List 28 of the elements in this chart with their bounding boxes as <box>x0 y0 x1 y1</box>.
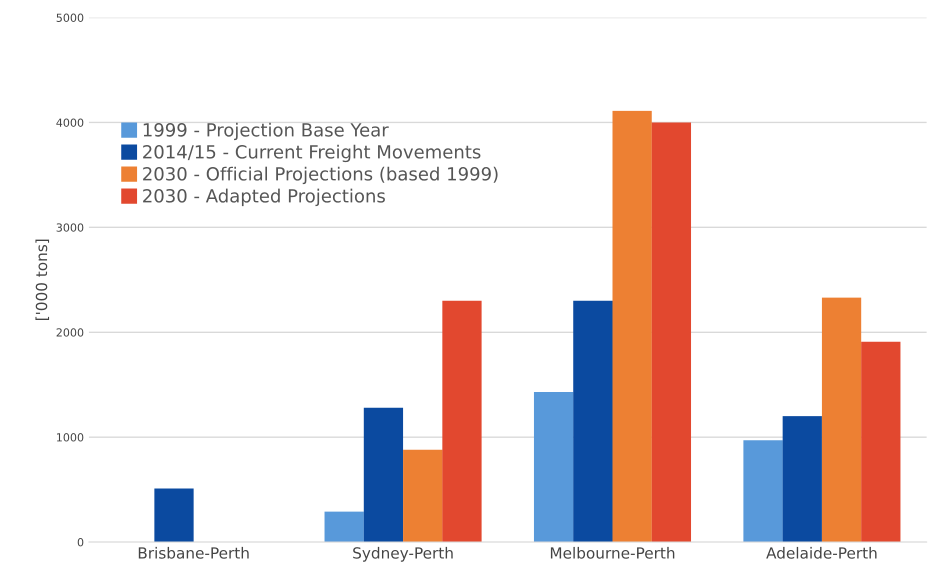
bar <box>364 408 404 542</box>
bar <box>782 416 822 542</box>
legend-label: 2014/15 - Current Freight Movements <box>143 144 480 162</box>
bar <box>324 512 364 542</box>
x-tick-label: Brisbane-Perth <box>138 546 249 559</box>
y-tick-label: 3000 <box>56 223 84 232</box>
x-tick-label: Melbourne-Perth <box>550 546 674 559</box>
bar <box>861 342 900 542</box>
bar <box>612 110 652 542</box>
y-tick-label: 0 <box>78 538 84 546</box>
y-tick-label: 2000 <box>56 328 84 337</box>
y-axis-title: ['000 tons] <box>35 240 50 320</box>
y-tick-label: 1000 <box>57 433 84 442</box>
bar <box>652 122 692 542</box>
x-tick-label: Adelaide-Perth <box>766 546 877 559</box>
bar <box>573 300 612 542</box>
bar <box>154 488 194 542</box>
x-tick-label: Sydney-Perth <box>353 546 453 562</box>
bar <box>743 440 783 542</box>
bar <box>822 298 862 542</box>
y-tick-label: 5000 <box>56 14 84 22</box>
bar <box>442 300 482 542</box>
legend-label: 2030 - Official Projections (based 1999) <box>143 166 498 184</box>
bar <box>403 450 442 542</box>
y-tick-label: 4000 <box>56 118 84 127</box>
legend-label: 1999 - Projection Base Year <box>144 122 389 140</box>
legend-label: 2030 - Adapted Projections <box>143 188 385 206</box>
bar <box>534 392 574 542</box>
